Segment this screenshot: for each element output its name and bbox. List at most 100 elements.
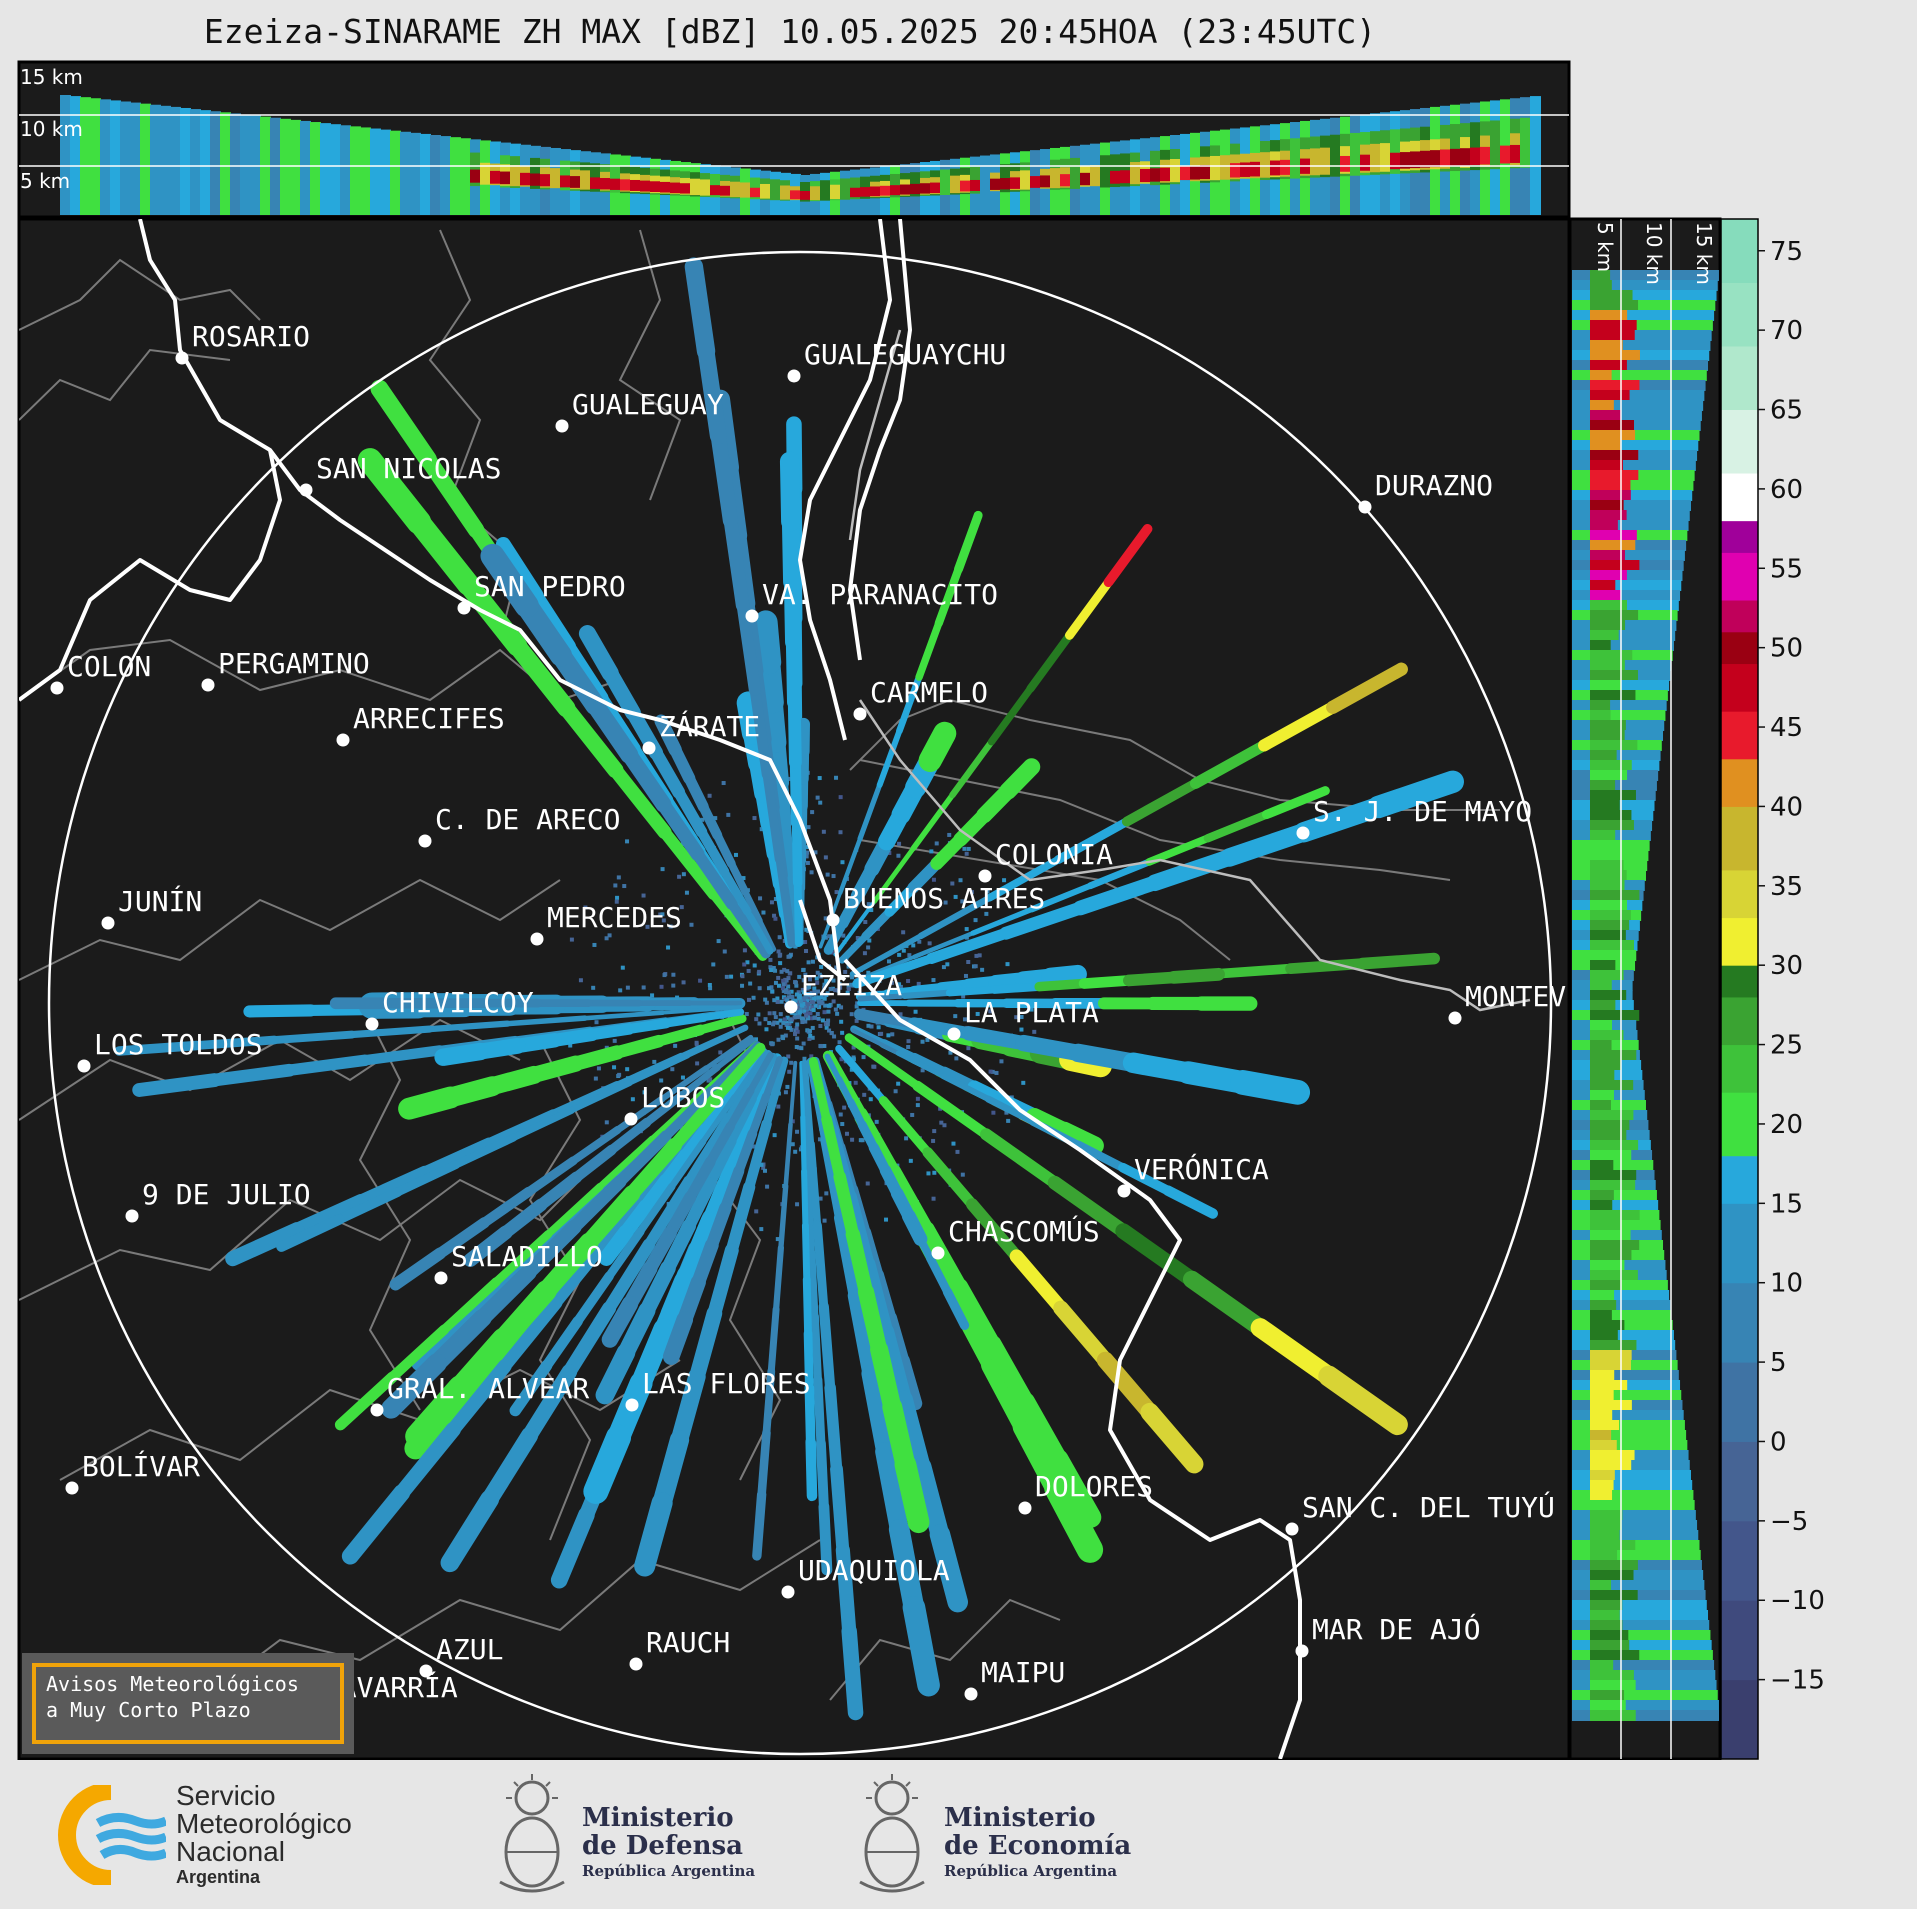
clutter-pixel <box>840 1122 845 1127</box>
echo-ray-segment <box>917 894 993 940</box>
city-marker <box>826 913 840 927</box>
clutter-pixel <box>853 1080 858 1085</box>
city-marker <box>418 834 432 848</box>
profile-cell <box>1590 690 1636 701</box>
clutter-pixel <box>713 816 718 821</box>
profile-cell <box>1572 400 1704 411</box>
profile-cell <box>1590 1240 1640 1251</box>
echo-ray-segment <box>984 1095 1037 1126</box>
clutter-pixel <box>793 980 798 985</box>
clutter-pixel <box>819 992 824 997</box>
echo-ray-segment <box>841 1623 864 1721</box>
clutter-pixel <box>806 825 811 830</box>
defensa-line-2: de Defensa <box>582 1831 743 1861</box>
profile-cell <box>1590 1080 1634 1091</box>
clutter-pixel <box>785 1084 790 1089</box>
clutter-pixel <box>896 1081 901 1086</box>
echo-ray-segment <box>1182 1270 1270 1337</box>
echo-ray-segment <box>912 1080 992 1140</box>
clutter-pixel <box>862 1092 867 1097</box>
echo-ray-segment <box>732 1049 768 1100</box>
side-altitude-label-10km: 10 km <box>1642 222 1666 285</box>
echo-ray-segment <box>949 738 995 799</box>
echo-ray-segment <box>660 1085 717 1141</box>
clutter-pixel <box>780 1034 785 1039</box>
profile-cell <box>290 119 301 215</box>
city-marker <box>457 601 471 615</box>
city-label: MONTEV <box>1465 980 1566 1013</box>
clutter-pixel <box>618 988 623 993</box>
echo-ray-segment <box>808 1057 831 1124</box>
profile-cell <box>1520 117 1531 168</box>
clutter-pixel <box>961 994 966 999</box>
profile-cell <box>1330 134 1341 177</box>
clutter-pixel <box>828 986 833 991</box>
profile-cell <box>1572 1190 1657 1201</box>
profile-cell <box>540 174 551 187</box>
profile-cell <box>1590 1640 1630 1651</box>
profile-cell <box>940 169 951 196</box>
profile-cell <box>1590 1580 1612 1591</box>
echo-ray-segment <box>920 1221 968 1294</box>
clutter-pixel <box>836 988 841 993</box>
clutter-pixel <box>808 1011 813 1016</box>
clutter-pixel <box>915 1096 920 1101</box>
echo-ray-segment <box>748 1052 778 1103</box>
clutter-pixel <box>807 994 812 999</box>
clutter-pixel <box>788 1026 793 1031</box>
profile-cell <box>930 182 941 194</box>
clutter-pixel <box>823 1003 828 1008</box>
clutter-pixel <box>764 1000 769 1005</box>
chart-title: Ezeiza-SINARAME ZH MAX [dBZ] 10.05.2025 … <box>203 12 1377 51</box>
clutter-pixel <box>817 776 822 781</box>
clutter-pixel <box>569 937 574 942</box>
city-marker <box>1358 500 1372 514</box>
clutter-pixel <box>795 1005 800 1010</box>
clutter-pixel <box>787 1021 792 1026</box>
profile-cell <box>1590 530 1637 541</box>
echo-ray-segment <box>778 1183 789 1251</box>
profile-cell <box>1390 152 1401 170</box>
clutter-pixel <box>868 1097 873 1102</box>
aviso-badge[interactable]: Avisos Meteorológicos a Muy Corto Plazo <box>22 1653 354 1754</box>
profile-cell <box>900 184 911 195</box>
echo-ray-segment <box>984 1335 1035 1411</box>
clutter-pixel <box>795 1129 800 1134</box>
echo-ray-segment <box>878 1323 912 1407</box>
echo-ray-segment <box>922 1147 978 1210</box>
echo-ray-segment <box>283 1054 371 1076</box>
clutter-pixel <box>809 1005 814 1010</box>
clutter-pixel <box>794 1026 799 1031</box>
city-marker <box>787 369 801 383</box>
echo-ray-segment <box>1167 967 1225 984</box>
echo-ray-segment <box>845 1227 874 1300</box>
profile-cell <box>1110 154 1121 188</box>
profile-cell <box>360 127 371 215</box>
echo-ray-segment <box>348 1025 434 1039</box>
echo-ray-segment <box>748 1092 771 1138</box>
echo-ray-segment <box>1053 1300 1114 1368</box>
colorbar-cell <box>1721 869 1758 919</box>
echo-ray-segment <box>621 746 672 813</box>
clutter-pixel <box>941 965 946 970</box>
clutter-pixel <box>800 1003 805 1008</box>
profile-cell <box>280 118 291 215</box>
clutter-pixel <box>964 851 969 856</box>
profile-cell <box>1150 168 1161 182</box>
echo-ray-segment <box>910 792 956 852</box>
echo-ray-segment <box>697 342 727 445</box>
echo-ray-segment <box>653 1024 706 1047</box>
echo-ray-segment <box>699 1008 745 1022</box>
profile-cell <box>1270 160 1281 176</box>
echo-ray-segment <box>678 1063 721 1099</box>
echo-ray-segment <box>703 1034 754 1071</box>
colorbar-cell <box>1721 409 1758 474</box>
profile-cell <box>1590 1710 1636 1721</box>
profile-cell <box>90 98 101 215</box>
clutter-pixel <box>955 1149 960 1154</box>
clutter-pixel <box>1005 962 1010 967</box>
profile-cell <box>690 178 701 196</box>
echo-ray-segment <box>598 1224 634 1266</box>
profile-cell <box>740 182 751 198</box>
echo-ray-segment <box>757 1428 771 1499</box>
